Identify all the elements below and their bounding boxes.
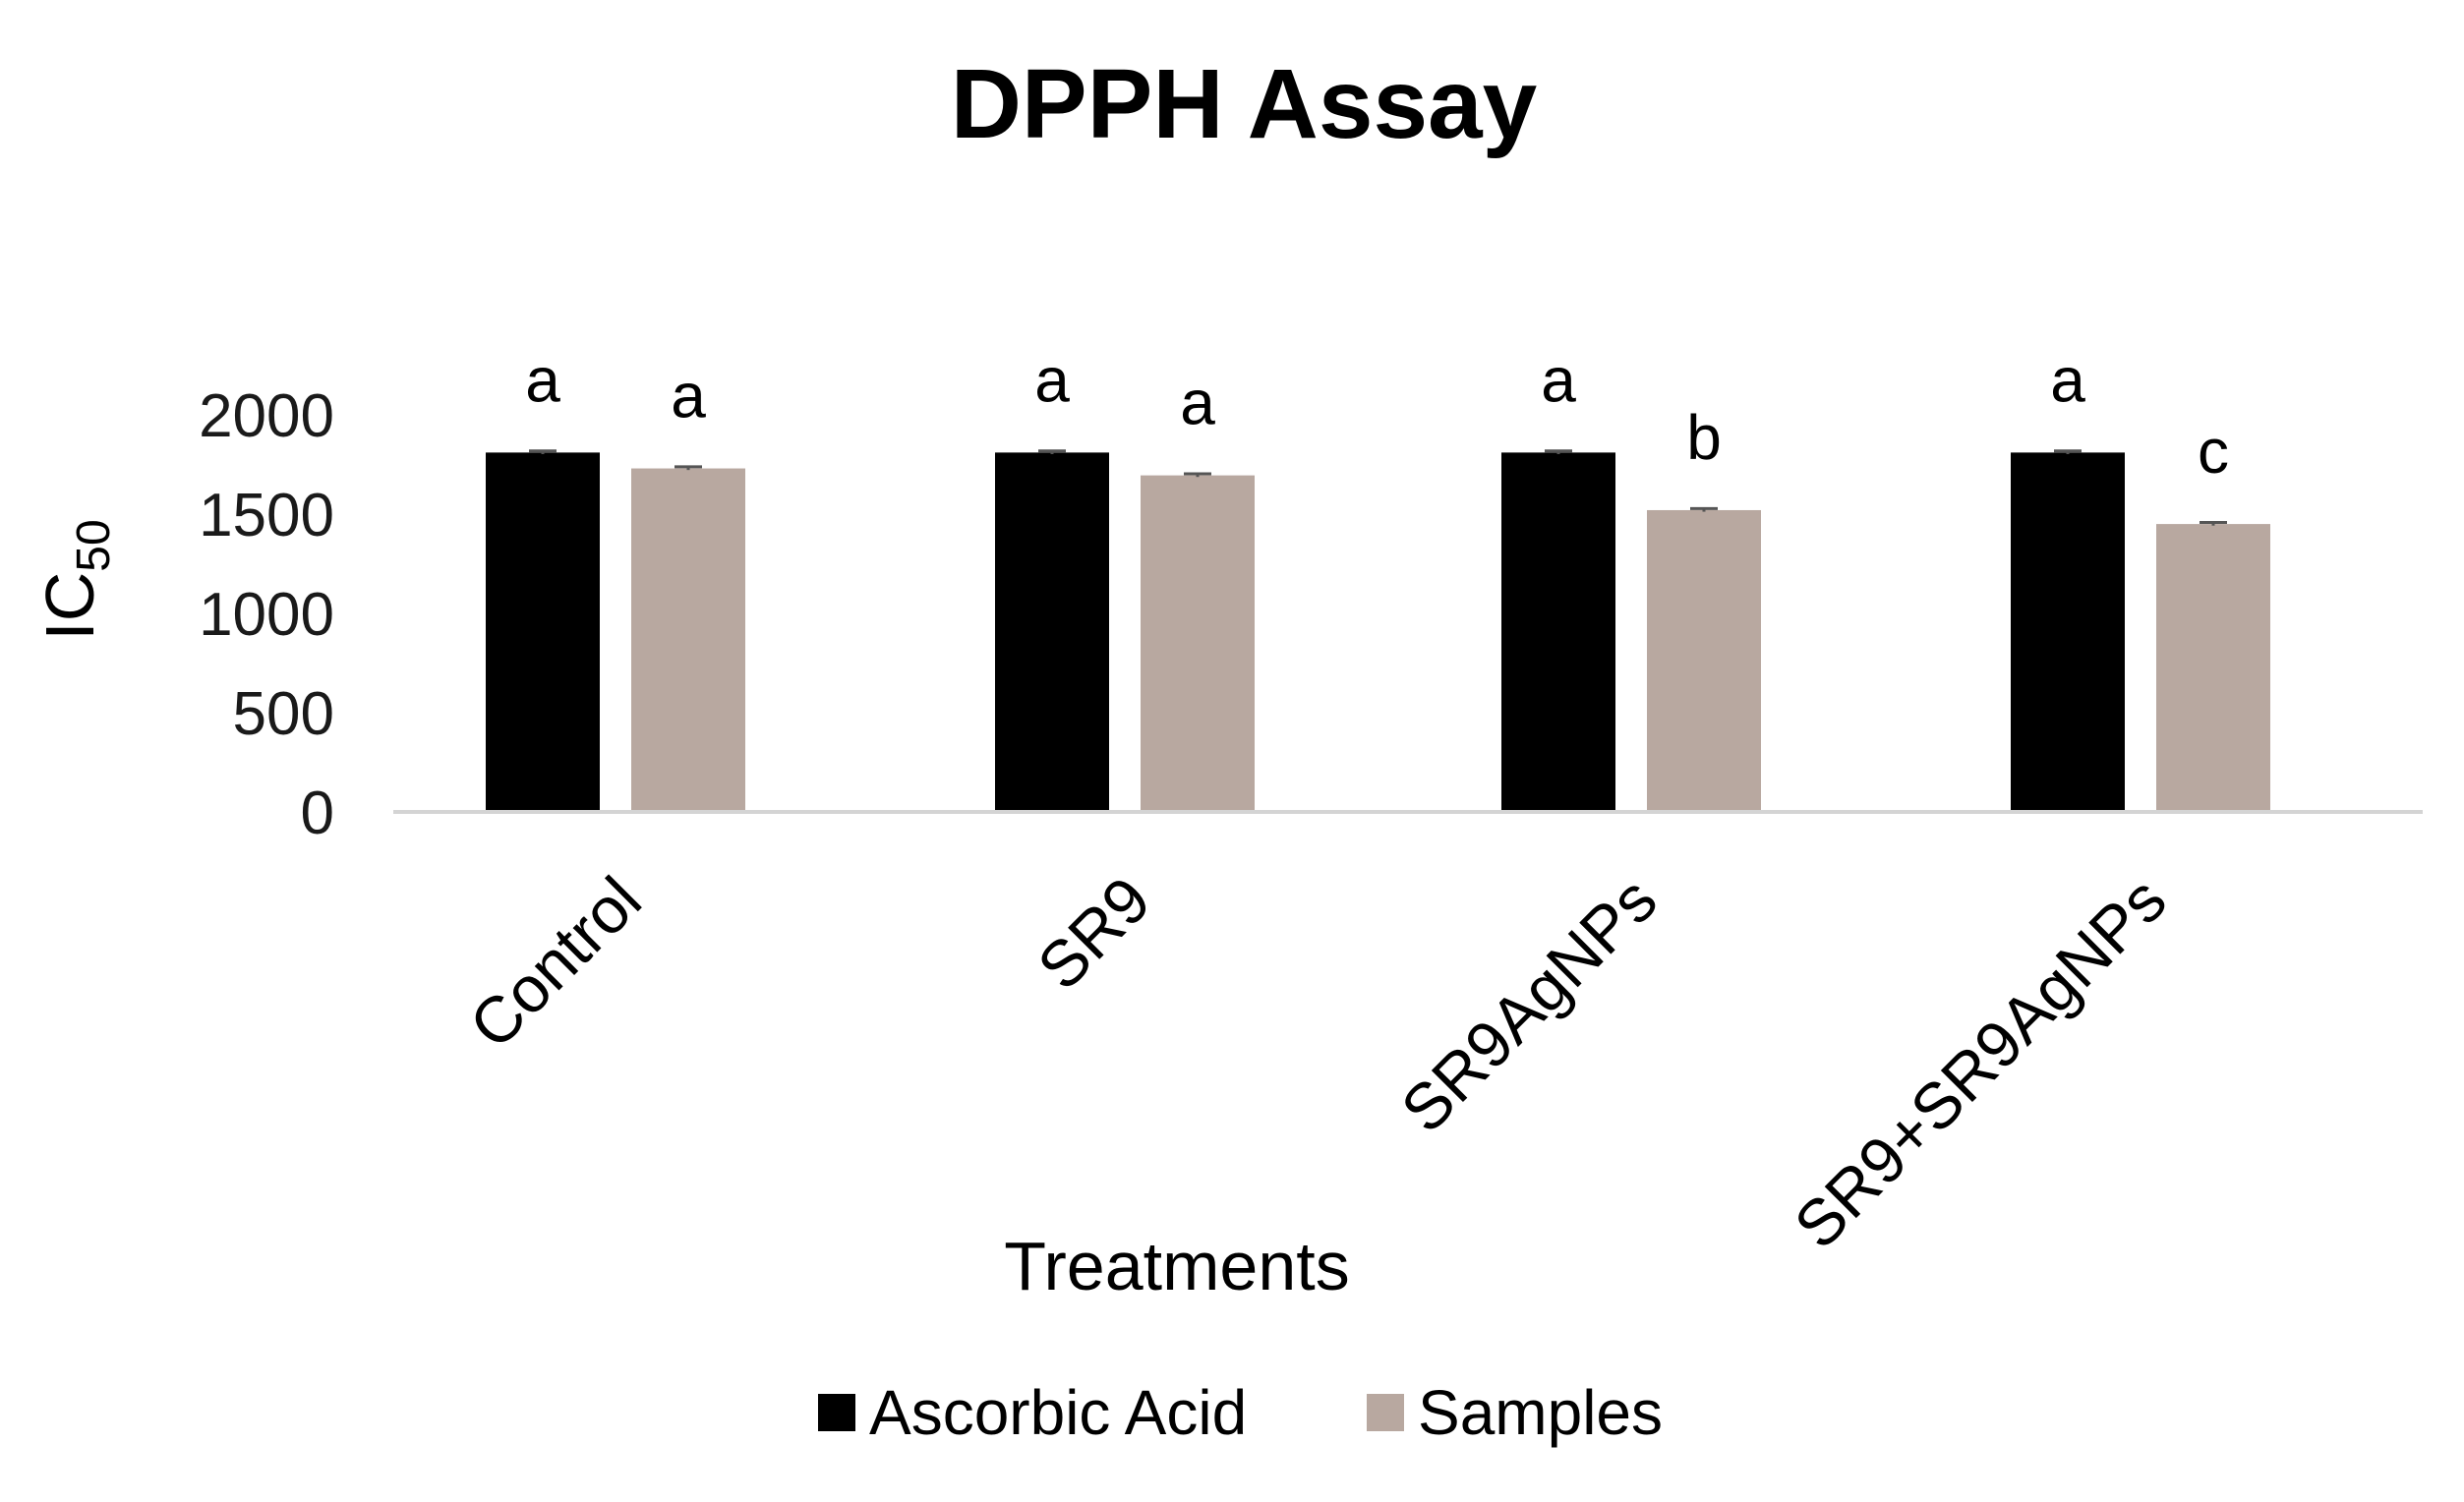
significance-label: a [1541,344,1576,415]
legend: Ascorbic Acid Samples [818,1377,1663,1448]
y-tick-label: 0 [301,780,334,847]
x-axis-title: Treatments [1004,1228,1349,1304]
bar [995,452,1109,812]
bar [631,468,745,812]
error-bars [529,449,2227,526]
legend-label: Samples [1418,1377,1663,1448]
legend-item: Ascorbic Acid [818,1377,1247,1448]
bar [2011,452,2125,812]
bar [1501,452,1615,812]
chart-title: DPPH Assay [951,49,1538,159]
error-bar [1038,449,1066,454]
significance-label: c [2198,416,2229,487]
error-bar [1545,449,1572,454]
legend-swatch [1367,1394,1404,1431]
significance-label: a [525,344,560,415]
x-tick-label: SR9AgNPs [1387,863,1671,1146]
bar [1141,475,1255,812]
x-axis-category-labels: Control SR9 SR9AgNPs SR9+SR9AgNPs [455,863,2180,1262]
error-bar [2054,449,2082,454]
y-axis-ticks: 0 500 1000 1500 2000 [199,382,334,847]
error-bar [675,465,702,471]
bar [486,452,600,812]
x-tick-label: SR9 [1024,863,1164,1004]
error-bar [1690,506,1718,512]
y-tick-label: 500 [233,680,334,748]
legend-item: Samples [1367,1377,1663,1448]
error-bar [529,449,557,454]
y-tick-label: 1000 [199,581,334,649]
bars [486,452,2270,812]
x-tick-label: Control [455,863,655,1063]
significance-label: a [2050,344,2085,415]
error-bar [2200,520,2227,526]
x-tick-label: SR9+SR9AgNPs [1780,863,2179,1262]
bar [2156,524,2270,812]
significance-label: a [671,361,706,432]
error-bar [1184,472,1211,478]
significance-label: a [1180,368,1215,438]
legend-swatch [818,1394,855,1431]
significance-label: a [1034,344,1070,415]
y-tick-label: 1500 [199,482,334,549]
y-tick-label: 2000 [199,382,334,450]
bar [1647,509,1761,812]
significance-label: b [1686,402,1722,473]
significance-labels: a a a a a a b c [525,344,2229,487]
y-axis-title: IC50 [31,519,120,640]
legend-label: Ascorbic Acid [869,1377,1247,1448]
